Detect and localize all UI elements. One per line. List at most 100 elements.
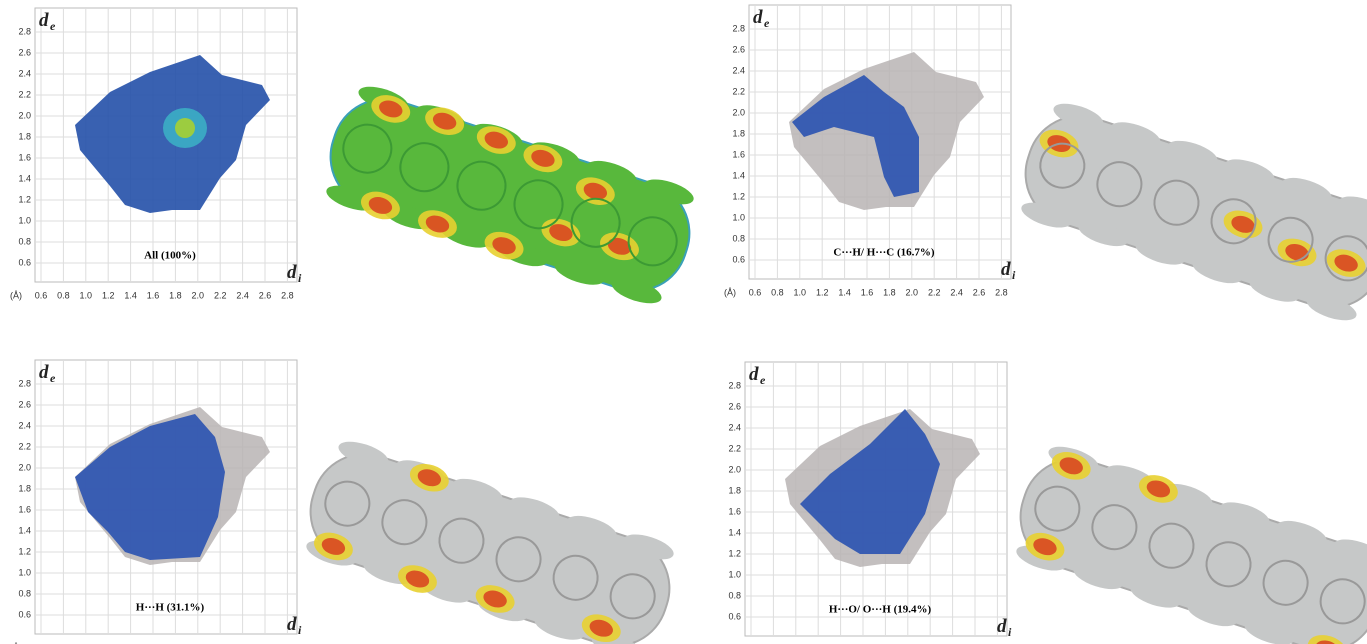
y-tick-label: 0.8 bbox=[18, 236, 31, 246]
x-axis-label-sub: i bbox=[298, 623, 302, 637]
y-tick-label: 1.8 bbox=[728, 485, 741, 495]
y-tick-label: 2.4 bbox=[732, 65, 745, 75]
x-tick-label: 2.8 bbox=[995, 287, 1008, 297]
y-tick-label: 2.2 bbox=[732, 86, 745, 96]
x-tick-label: 0.6 bbox=[749, 287, 762, 297]
x-axis-label: d bbox=[1001, 259, 1011, 280]
hirshfeld-surface bbox=[1010, 96, 1367, 328]
y-tick-label: 2.6 bbox=[728, 401, 741, 411]
x-axis-label: d bbox=[997, 616, 1007, 637]
x-tick-label: 1.0 bbox=[794, 287, 807, 297]
x-tick-label: 2.6 bbox=[973, 287, 986, 297]
y-tick-label: 0.8 bbox=[732, 233, 745, 243]
y-tick-label: 1.0 bbox=[728, 569, 741, 579]
x-axis-label-sub: i bbox=[1012, 268, 1016, 282]
y-tick-label: 0.6 bbox=[18, 609, 31, 619]
fingerprint-panel: 2.82.62.42.22.01.81.61.41.21.00.80.60.60… bbox=[10, 360, 302, 644]
fingerprint-panel: 2.8 2.6 2.4 2.2 2.0 1.8 1.6 1.4 1.2 1.0 0.8 0.6 0.6 0… bbox=[10, 8, 302, 300]
y-tick-label: 2.8 bbox=[18, 378, 31, 388]
y-tick-label: 1.4 bbox=[18, 525, 31, 535]
y-tick-label: 1.6 bbox=[18, 504, 31, 514]
y-tick-label: 2.0 bbox=[728, 464, 741, 474]
y-tick-label: 1.4 bbox=[18, 173, 31, 183]
x-tick-label: 1.2 bbox=[816, 287, 829, 297]
y-tick-label: 0.6 bbox=[18, 257, 31, 267]
x-tick-label: 2.6 bbox=[259, 290, 272, 300]
x-tick-label: 1.0 bbox=[80, 290, 93, 300]
x-axis-label: d bbox=[287, 262, 297, 283]
y-tick-label: 1.8 bbox=[18, 483, 31, 493]
fingerprint-panel: 2.82.62.42.22.01.81.61.41.21.00.80.60.60… bbox=[720, 362, 1012, 644]
y-tick-label: 2.0 bbox=[18, 462, 31, 472]
y-axis-label-sub: e bbox=[50, 371, 56, 385]
y-axis-label-sub: e bbox=[760, 373, 766, 387]
y-tick-label: 1.4 bbox=[732, 170, 745, 180]
x-tick-label: 1.6 bbox=[861, 287, 874, 297]
y-tick-label: 2.2 bbox=[728, 443, 741, 453]
y-tick-label: 2.8 bbox=[732, 23, 745, 33]
y-tick-label: 1.0 bbox=[18, 567, 31, 577]
hirshfeld-surface bbox=[315, 78, 706, 312]
y-tick-label: 0.6 bbox=[728, 611, 741, 621]
y-axis-label: d bbox=[749, 364, 759, 385]
x-tick-label: 2.2 bbox=[214, 290, 227, 300]
hirshfeld-surface bbox=[1005, 438, 1367, 644]
x-tick-label: 0.8 bbox=[57, 290, 70, 300]
y-tick-label: 2.6 bbox=[732, 44, 745, 54]
y-tick-label: 2.0 bbox=[732, 107, 745, 117]
y-tick-label: 1.2 bbox=[18, 546, 31, 556]
x-tick-label: 0.6 bbox=[35, 290, 48, 300]
y-tick-label: 2.4 bbox=[728, 422, 741, 432]
x-tick-label: 2.0 bbox=[192, 290, 205, 300]
x-axis-label: d bbox=[287, 614, 297, 635]
y-tick-label: 2.6 bbox=[18, 399, 31, 409]
y-tick-label: 2.2 bbox=[18, 441, 31, 451]
x-tick-label: 2.4 bbox=[236, 290, 249, 300]
y-axis-label: d bbox=[753, 7, 763, 28]
y-tick-label: 1.2 bbox=[732, 191, 745, 201]
y-tick-label: 1.8 bbox=[18, 131, 31, 141]
y-tick-label: 2.8 bbox=[18, 26, 31, 36]
y-tick-label: 1.0 bbox=[18, 215, 31, 225]
y-tick-label: 2.8 bbox=[728, 380, 741, 390]
y-tick-label: 1.6 bbox=[728, 506, 741, 516]
x-tick-label: 2.8 bbox=[281, 290, 294, 300]
x-tick-label: 1.8 bbox=[169, 290, 182, 300]
x-tick-label: 1.8 bbox=[883, 287, 896, 297]
y-tick-label: 1.8 bbox=[732, 128, 745, 138]
x-axis-label-sub: i bbox=[1008, 625, 1012, 639]
figure: 2.8 2.6 2.4 2.2 2.0 1.8 1.6 1.4 1.2 1.0 0.8 0.6 0.6 0… bbox=[0, 0, 1367, 644]
x-tick-label: 0.8 bbox=[771, 287, 784, 297]
x-tick-label: 1.6 bbox=[147, 290, 160, 300]
x-tick-label: 2.4 bbox=[950, 287, 963, 297]
x-tick-label: 1.4 bbox=[838, 287, 851, 297]
y-axis-label: d bbox=[39, 10, 49, 31]
x-tick-label: 1.2 bbox=[102, 290, 115, 300]
panel-label: C···H/ H···C (16.7%) bbox=[833, 247, 934, 259]
panel-label: H···H (31.1%) bbox=[136, 602, 205, 614]
y-tick-label: 2.4 bbox=[18, 68, 31, 78]
y-tick-label: 1.0 bbox=[732, 212, 745, 222]
y-tick-label: 1.6 bbox=[732, 149, 745, 159]
y-tick-label: 1.4 bbox=[728, 527, 741, 537]
panel-label: H···O/ O···H (19.4%) bbox=[829, 604, 932, 616]
y-axis-label-sub: e bbox=[50, 19, 56, 33]
y-tick-label: 1.2 bbox=[18, 194, 31, 204]
y-tick-label: 0.8 bbox=[18, 588, 31, 598]
x-tick-label: 2.0 bbox=[906, 287, 919, 297]
hirshfeld-surface bbox=[295, 433, 686, 644]
y-axis-label: d bbox=[39, 362, 49, 383]
y-tick-label: 1.2 bbox=[728, 548, 741, 558]
fingerprint-panel: 2.8 2.6 2.4 2.2 2.0 1.8 1.6 1.4 1.2 1.0 0.8 0.6 0.6 0… bbox=[724, 5, 1016, 297]
y-tick-label: 0.6 bbox=[732, 254, 745, 264]
axis-unit: (Å) bbox=[10, 290, 22, 300]
y-axis-label-sub: e bbox=[764, 16, 770, 30]
y-tick-label: 0.8 bbox=[728, 590, 741, 600]
y-tick-label: 1.6 bbox=[18, 152, 31, 162]
panel-label: All (100%) bbox=[144, 250, 196, 262]
y-tick-label: 2.0 bbox=[18, 110, 31, 120]
x-axis-label-sub: i bbox=[298, 271, 302, 285]
y-tick-label: 2.4 bbox=[18, 420, 31, 430]
x-tick-label: 1.4 bbox=[124, 290, 137, 300]
axis-unit: (Å) bbox=[724, 287, 736, 297]
